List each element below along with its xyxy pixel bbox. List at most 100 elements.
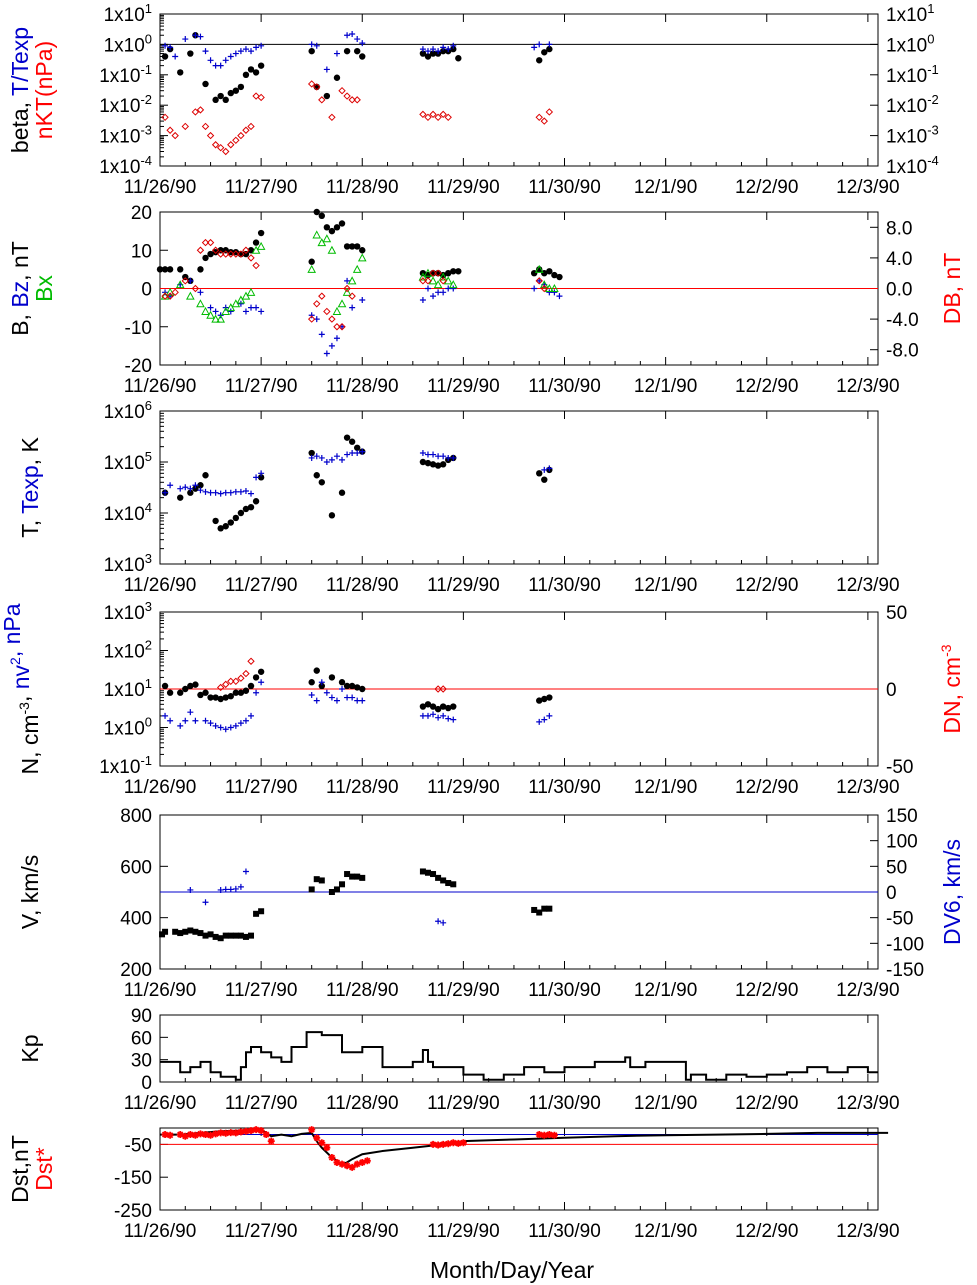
data-point	[339, 686, 346, 692]
data-point	[217, 62, 224, 69]
data-point	[308, 691, 315, 698]
data-point	[222, 523, 229, 530]
data-point	[212, 722, 219, 729]
data-point	[450, 268, 457, 275]
y2-tick-label: 1x10-4	[886, 153, 939, 178]
panel-4: 11/26/90 11/27/90 11/28/90 11/29/90 11/30/90…	[0, 599, 965, 798]
panel-7: 11/26/90 11/27/90 11/28/90 11/29/90 11/30/90…	[7, 1126, 900, 1242]
data-point	[222, 680, 230, 689]
y2-tick-label: 0	[886, 883, 897, 904]
y-tick-label: 1x10-1	[99, 753, 152, 778]
y-tick-label: 1x102	[104, 638, 152, 663]
data-point	[207, 489, 214, 496]
data-point	[353, 96, 361, 104]
data-point	[546, 712, 553, 719]
x-tick-label: 11/30/90	[528, 1221, 601, 1242]
data-point	[253, 304, 260, 311]
data-point	[419, 868, 426, 875]
x-tick-label: 11/29/90	[427, 777, 500, 798]
x-tick-label: 11/26/90	[124, 777, 197, 798]
data-point	[232, 514, 240, 522]
data-point	[187, 50, 194, 57]
data-point	[242, 46, 249, 53]
data-point	[354, 36, 361, 43]
data-point	[328, 342, 335, 349]
data-point	[182, 685, 189, 693]
data-point	[217, 247, 224, 254]
x-tick-label: 11/26/90	[124, 1093, 197, 1114]
data-point	[435, 874, 442, 881]
data-point	[202, 717, 209, 724]
data-point	[167, 717, 174, 724]
data-point	[455, 55, 462, 62]
data-point	[343, 434, 351, 441]
data-point	[166, 292, 174, 300]
data-point	[242, 933, 249, 940]
data-point	[439, 461, 447, 468]
data-point	[546, 465, 553, 472]
data-point	[359, 53, 366, 60]
data-point	[344, 32, 351, 39]
data-point	[545, 1131, 553, 1139]
data-point	[227, 886, 234, 893]
data-point	[318, 679, 325, 686]
x-tick-label: 12/3/90	[836, 575, 899, 596]
data-point	[192, 717, 199, 724]
x-tick-label: 12/1/90	[634, 1221, 697, 1242]
data-point	[349, 873, 356, 880]
data-point	[216, 683, 225, 692]
data-point	[541, 695, 548, 703]
data-point	[307, 315, 316, 323]
data-point	[222, 489, 229, 496]
data-point	[227, 53, 234, 60]
data-point	[308, 886, 315, 893]
data-point	[419, 712, 426, 719]
y-tick-label: 0	[141, 280, 152, 301]
data-point	[252, 92, 260, 100]
data-point	[445, 46, 452, 53]
data-point	[242, 687, 250, 694]
data-point	[440, 453, 447, 460]
data-point	[247, 254, 255, 262]
y-tick-label: 800	[120, 806, 152, 827]
series-bx	[160, 230, 559, 323]
series-t	[161, 434, 553, 532]
x-tick-label: 11/29/90	[427, 177, 500, 198]
data-point	[187, 485, 194, 492]
data-point	[257, 93, 265, 102]
data-point	[227, 693, 234, 700]
data-point	[187, 709, 194, 716]
data-point	[349, 450, 356, 457]
data-point	[307, 264, 317, 273]
data-point	[429, 1140, 437, 1148]
data-point	[242, 868, 249, 875]
data-point	[166, 1131, 174, 1139]
data-point	[202, 488, 209, 495]
data-point	[328, 694, 335, 701]
panel-3: 11/26/90 11/27/90 11/28/90 11/29/90 11/30/90…	[17, 398, 900, 596]
data-point	[308, 1126, 316, 1134]
x-tick-label: 11/30/90	[528, 1093, 601, 1114]
data-point	[541, 905, 548, 912]
data-point	[232, 932, 239, 939]
data-point	[227, 489, 234, 496]
data-point	[434, 705, 442, 713]
data-point	[181, 122, 189, 131]
data-point	[206, 131, 215, 140]
data-point	[242, 488, 249, 494]
data-point	[449, 1139, 457, 1147]
data-point	[227, 519, 234, 526]
data-point	[353, 243, 361, 250]
data-point	[226, 303, 236, 312]
data-point	[232, 689, 240, 696]
data-point	[166, 266, 174, 273]
data-point	[450, 45, 457, 53]
data-point	[313, 697, 320, 704]
data-point	[419, 296, 426, 303]
data-point	[237, 1128, 245, 1136]
series-bz	[162, 277, 563, 357]
y-axis-title: Kp	[17, 1034, 43, 1062]
data-point	[247, 682, 255, 690]
x-tick-label: 11/28/90	[326, 1093, 399, 1114]
